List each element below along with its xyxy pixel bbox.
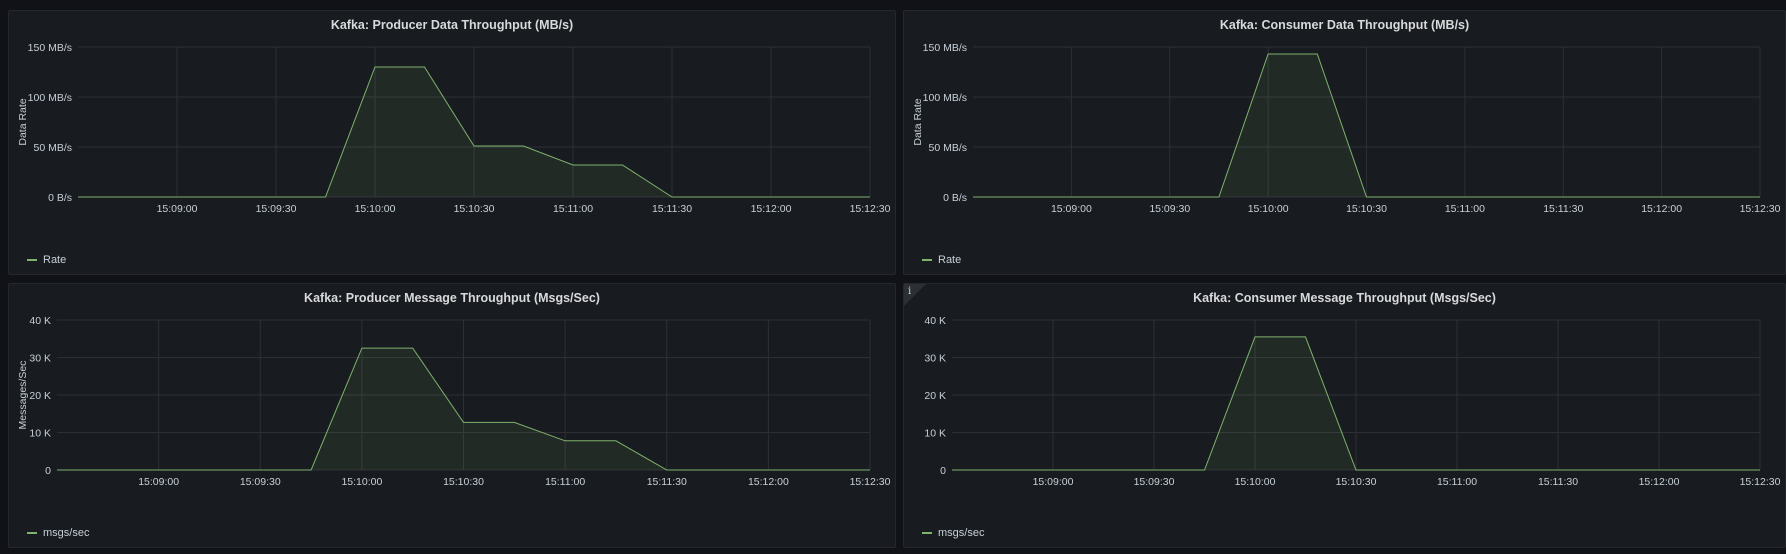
y-tick-label: 30 K (924, 353, 946, 365)
info-corner[interactable] (904, 284, 926, 306)
y-tick-label: 0 (940, 465, 946, 477)
y-tick-label: 20 K (29, 390, 51, 402)
consumer-message-throughput-chart[interactable]: 0 10 K 20 K 30 K 40 K 15:09:00 15:09:30 15:10:0… (904, 284, 1785, 547)
series-line (952, 336, 1760, 471)
x-tick-label: 15:12:00 (1639, 476, 1680, 488)
y-tick-label: 20 K (924, 390, 946, 402)
x-tick-label: 15:09:30 (256, 203, 297, 215)
panel-title[interactable]: Kafka: Producer Message Throughput (Msgs… (304, 291, 600, 305)
legend-item[interactable]: Rate (922, 254, 961, 266)
y-tick-label: 0 B/s (943, 192, 967, 204)
x-tick-label: 15:09:00 (1051, 203, 1092, 215)
x-tick-label: 15:10:30 (443, 476, 484, 488)
x-tick-label: 15:11:00 (1437, 476, 1477, 488)
x-tick-label: 15:10:30 (1336, 476, 1377, 488)
x-tick-label: 15:09:30 (1134, 476, 1175, 488)
series-line (973, 53, 1760, 198)
panel-producer-message-throughput[interactable]: Kafka: Producer Message Throughput (Msgs… (8, 283, 896, 548)
y-tick-label: 0 (45, 465, 51, 477)
x-tick-label: 15:12:30 (850, 476, 891, 488)
x-tick-label: 15:09:00 (1033, 476, 1074, 488)
panel-title[interactable]: Kafka: Consumer Data Throughput (MB/s) (1219, 18, 1470, 32)
x-tick-label: 15:10:00 (341, 476, 382, 488)
series-area (78, 67, 870, 197)
x-tick-label: 15:12:30 (1740, 203, 1781, 215)
x-tick-label: 15:10:00 (1235, 476, 1276, 488)
producer-data-throughput-chart[interactable]: 0 B/s 50 MB/s 100 MB/s 150 MB/s 15:09:00 15:0… (9, 11, 895, 274)
legend-item[interactable]: msgs/sec (922, 527, 984, 539)
legend-swatch (922, 532, 932, 534)
x-tick-label: 15:10:30 (1346, 203, 1387, 215)
x-tick-label: 15:10:00 (355, 203, 396, 215)
x-tick-label: 15:11:30 (1538, 476, 1578, 488)
panel-title[interactable]: Kafka: Producer Data Throughput (MB/s) (330, 18, 574, 32)
x-tick-label: 15:09:30 (240, 476, 281, 488)
panel-consumer-message-throughput[interactable]: i Kafka: Consumer Message Throughput (Ms… (903, 283, 1786, 548)
x-tick-label: 15:10:30 (454, 203, 495, 215)
y-tick-label: 10 K (29, 428, 51, 440)
y-tick-label: 100 MB/s (923, 92, 967, 104)
x-tick-label: 15:11:30 (647, 476, 687, 488)
legend-item[interactable]: Rate (27, 254, 66, 266)
x-tick-label: 15:10:00 (1248, 203, 1289, 215)
y-axis-label: Data Rate (912, 98, 924, 145)
panel-title[interactable]: Kafka: Consumer Message Throughput (Msgs… (1193, 291, 1496, 305)
y-tick-label: 150 MB/s (923, 42, 967, 54)
x-tick-label: 15:11:30 (652, 203, 692, 215)
legend-item[interactable]: msgs/sec (27, 527, 89, 539)
legend-label: msgs/sec (43, 527, 90, 539)
legend-swatch (27, 259, 37, 261)
x-tick-label: 15:11:00 (545, 476, 585, 488)
y-tick-label: 100 MB/s (28, 92, 72, 104)
panel-consumer-data-throughput[interactable]: Kafka: Consumer Data Throughput (MB/s) 0… (903, 10, 1786, 275)
x-tick-label: 15:12:00 (751, 203, 792, 215)
info-icon[interactable]: i (908, 286, 912, 297)
x-tick-label: 15:12:00 (1641, 203, 1682, 215)
legend-label: msgs/sec (938, 527, 985, 539)
y-tick-label: 40 K (29, 315, 51, 327)
x-tick-label: 15:09:30 (1149, 203, 1190, 215)
y-axis-label: Data Rate (17, 98, 29, 145)
x-tick-label: 15:12:30 (850, 203, 891, 215)
y-tick-label: 30 K (29, 353, 51, 365)
y-tick-label: 150 MB/s (28, 42, 72, 54)
series-line (78, 66, 870, 198)
x-tick-label: 15:12:30 (1740, 476, 1781, 488)
x-tick-label: 15:11:30 (1543, 203, 1583, 215)
y-tick-label: 0 B/s (48, 192, 72, 204)
legend-swatch (922, 259, 932, 261)
x-tick-label: 15:09:00 (138, 476, 179, 488)
producer-message-throughput-chart[interactable]: 0 10 K 20 K 30 K 40 K 15:09:00 15:09:30 15:10:0… (9, 284, 895, 547)
panel-producer-data-throughput[interactable]: Kafka: Producer Data Throughput (MB/s) 0… (8, 10, 896, 275)
legend-label: Rate (938, 254, 962, 266)
series-area (57, 348, 870, 470)
y-tick-label: 50 MB/s (33, 142, 72, 154)
x-tick-label: 15:11:00 (1445, 203, 1485, 215)
y-tick-label: 10 K (924, 428, 946, 440)
y-tick-label: 50 MB/s (928, 142, 967, 154)
series-line (57, 347, 870, 471)
consumer-data-throughput-chart[interactable]: 0 B/s 50 MB/s 100 MB/s 150 MB/s 15:09:00 15:0… (904, 11, 1785, 274)
legend-swatch (27, 532, 37, 534)
y-axis-label: Messages/Sec (17, 361, 29, 430)
x-tick-label: 15:12:00 (748, 476, 789, 488)
legend-label: Rate (43, 254, 67, 266)
x-tick-label: 15:09:00 (157, 203, 198, 215)
y-tick-label: 40 K (924, 315, 946, 327)
x-tick-label: 15:11:00 (553, 203, 593, 215)
